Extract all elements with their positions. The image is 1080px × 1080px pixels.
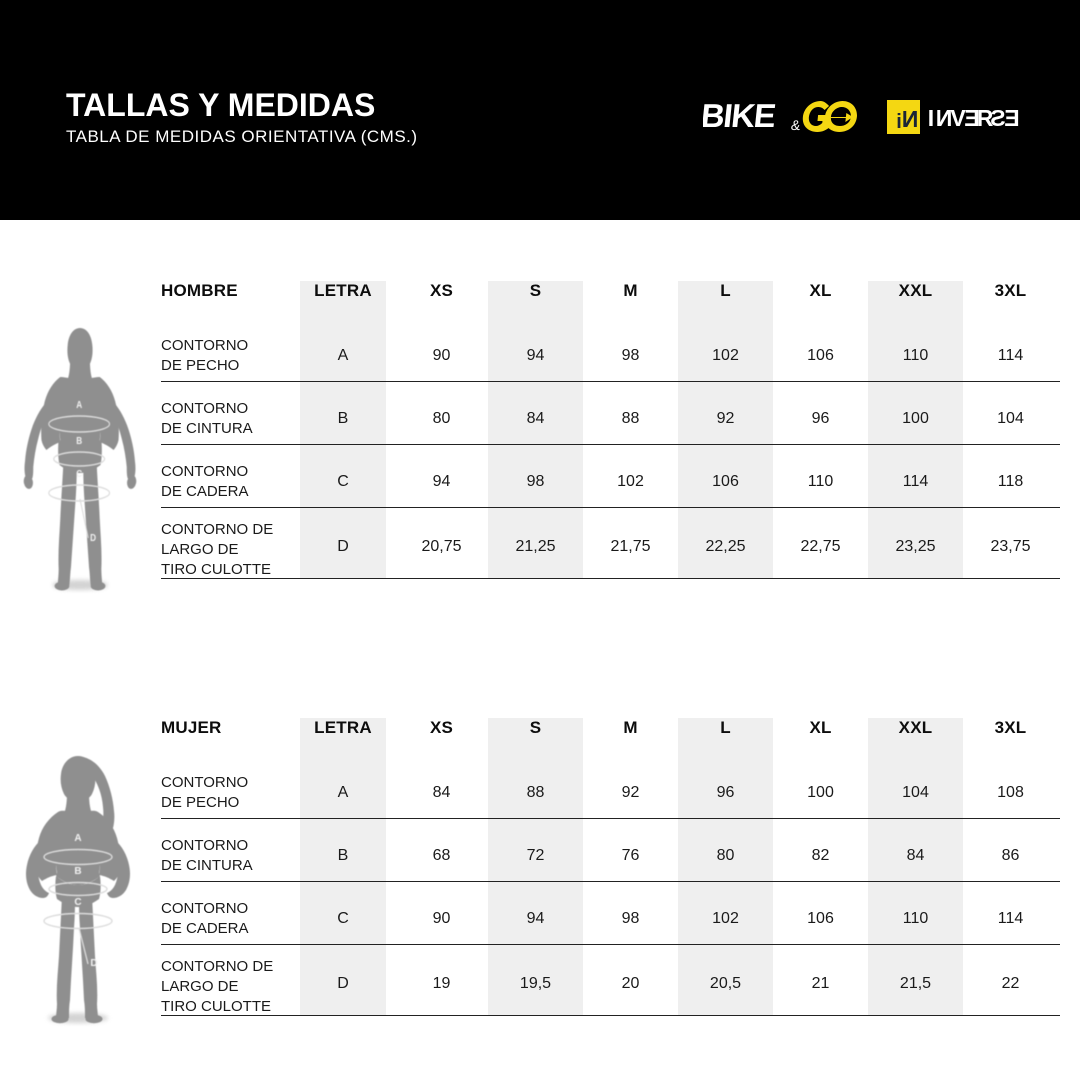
svg-text:BIKE: BIKE [703,98,777,135]
svg-text:V: V [950,105,966,131]
svg-text:C: C [76,468,82,479]
svg-text:A: A [74,833,81,844]
svg-text:i: i [896,111,902,133]
svg-text:A: A [76,399,82,410]
svg-text:S: S [990,105,1005,131]
svg-text:C: C [74,897,81,908]
svg-text:B: B [76,435,82,446]
svg-text:N: N [902,106,919,132]
svg-text:&: & [790,117,802,133]
svg-text:D: D [90,532,96,543]
svg-text:E: E [1004,105,1019,131]
svg-text:I: I [928,105,934,131]
svg-text:B: B [74,866,81,877]
svg-text:D: D [90,958,97,969]
